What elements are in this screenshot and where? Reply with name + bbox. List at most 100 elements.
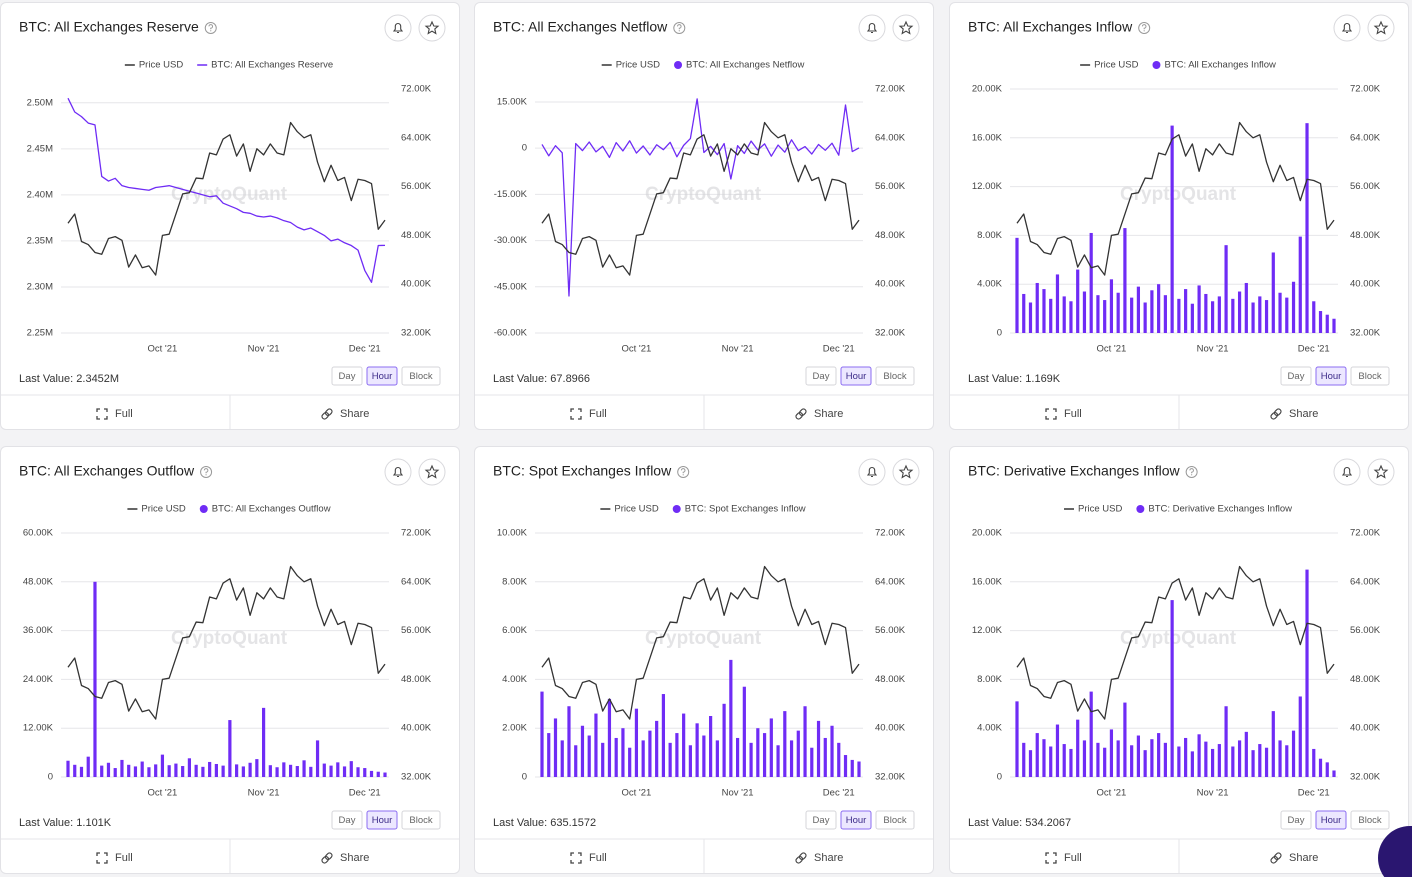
range-button[interactable] bbox=[331, 366, 363, 386]
range-button-label: Hour bbox=[1321, 815, 1342, 826]
range-button[interactable] bbox=[840, 810, 872, 830]
star-button[interactable] bbox=[418, 14, 446, 42]
x-tick-label: Nov '21 bbox=[1197, 788, 1229, 799]
range-button[interactable] bbox=[401, 810, 441, 830]
help-glyph bbox=[208, 24, 214, 30]
bar bbox=[722, 703, 726, 777]
share-label: Share bbox=[340, 408, 369, 420]
range-button[interactable] bbox=[805, 810, 837, 830]
bar bbox=[1312, 301, 1316, 333]
full-button[interactable] bbox=[570, 852, 582, 864]
bar bbox=[1157, 733, 1161, 777]
bar bbox=[756, 728, 760, 777]
share-icon bbox=[1273, 408, 1282, 417]
full-label: Full bbox=[1064, 408, 1082, 420]
range-button[interactable] bbox=[331, 810, 363, 830]
bar bbox=[1204, 293, 1208, 333]
star-button[interactable] bbox=[1367, 14, 1395, 42]
range-button[interactable] bbox=[1315, 366, 1347, 386]
share-button[interactable] bbox=[795, 852, 807, 864]
range-button[interactable] bbox=[840, 366, 872, 386]
bar bbox=[66, 760, 70, 777]
bar bbox=[93, 581, 97, 777]
y-tick-label: 12.00K bbox=[972, 181, 1003, 192]
range-button[interactable] bbox=[875, 810, 915, 830]
bar bbox=[1143, 750, 1147, 777]
series-line bbox=[67, 121, 386, 276]
help-dot bbox=[1191, 474, 1193, 476]
bar bbox=[1244, 731, 1248, 777]
share-icon bbox=[324, 408, 333, 417]
y-tick-label: 24.00K bbox=[23, 674, 54, 685]
bar bbox=[363, 768, 367, 777]
full-button[interactable] bbox=[96, 852, 108, 864]
share-button[interactable] bbox=[321, 408, 333, 420]
bar bbox=[1312, 748, 1316, 777]
bar bbox=[383, 772, 387, 777]
bell-button[interactable] bbox=[1333, 14, 1361, 42]
range-button[interactable] bbox=[401, 366, 441, 386]
bar bbox=[201, 766, 205, 777]
range-button-label: Day bbox=[339, 815, 356, 826]
bar bbox=[702, 735, 706, 777]
legend-label: BTC: All Exchanges Netflow bbox=[686, 60, 804, 71]
series-line bbox=[1016, 121, 1335, 276]
bar bbox=[601, 742, 605, 777]
full-button[interactable] bbox=[570, 408, 582, 420]
bar bbox=[315, 740, 320, 777]
bell-button[interactable] bbox=[858, 458, 886, 486]
share-icon bbox=[321, 855, 330, 864]
share-button[interactable] bbox=[321, 852, 333, 864]
bell-circle bbox=[1333, 458, 1361, 486]
y-tick-label: 8.00K bbox=[502, 576, 527, 587]
bar bbox=[356, 767, 360, 777]
share-button[interactable] bbox=[1270, 852, 1282, 864]
x-tick-label: Dec '21 bbox=[1298, 344, 1330, 355]
y2-tick-label: 64.00K bbox=[875, 132, 906, 143]
range-button-label: Block bbox=[409, 815, 432, 826]
help-circle bbox=[673, 22, 686, 34]
bar bbox=[567, 706, 571, 777]
bar bbox=[789, 740, 794, 777]
range-button[interactable] bbox=[1350, 810, 1390, 830]
bar bbox=[1015, 701, 1019, 777]
bar bbox=[1332, 770, 1336, 777]
share-button[interactable] bbox=[1270, 408, 1282, 420]
star-button[interactable] bbox=[892, 458, 920, 486]
full-button[interactable] bbox=[96, 408, 108, 420]
bell-button[interactable] bbox=[1333, 458, 1361, 486]
range-button[interactable] bbox=[1315, 810, 1347, 830]
full-button[interactable] bbox=[1045, 408, 1057, 420]
star-button[interactable] bbox=[1367, 458, 1395, 486]
bar bbox=[1210, 748, 1215, 777]
bar bbox=[1197, 734, 1201, 777]
star-button[interactable] bbox=[892, 14, 920, 42]
y2-tick-label: 64.00K bbox=[401, 132, 432, 143]
range-button[interactable] bbox=[1280, 810, 1312, 830]
range-button[interactable] bbox=[366, 366, 398, 386]
range-button[interactable] bbox=[1350, 366, 1390, 386]
range-button[interactable] bbox=[805, 366, 837, 386]
y-tick-label: 16.00K bbox=[972, 576, 1003, 587]
star-button[interactable] bbox=[418, 458, 446, 486]
bell-button[interactable] bbox=[384, 458, 412, 486]
share-icon bbox=[795, 411, 804, 420]
y-tick-label: 0 bbox=[522, 143, 527, 154]
share-button[interactable] bbox=[795, 408, 807, 420]
bar bbox=[1298, 696, 1302, 777]
chart-title: BTC: Derivative Exchanges Inflow bbox=[968, 463, 1181, 479]
full-button[interactable] bbox=[1045, 852, 1057, 864]
range-button-label: Day bbox=[1288, 815, 1305, 826]
range-button[interactable] bbox=[875, 366, 915, 386]
bell-button[interactable] bbox=[858, 14, 886, 42]
share-icon bbox=[798, 408, 807, 417]
help-dot bbox=[682, 474, 684, 476]
range-button[interactable] bbox=[1280, 366, 1312, 386]
legend-swatch bbox=[1136, 505, 1145, 513]
bell-circle bbox=[384, 458, 412, 486]
bell-button[interactable] bbox=[384, 14, 412, 42]
range-button-label: Hour bbox=[1321, 371, 1342, 382]
legend: Price USD BTC: All Exchanges Inflow bbox=[1080, 60, 1276, 71]
range-button[interactable] bbox=[366, 810, 398, 830]
y-tick-label: 20.00K bbox=[972, 528, 1003, 539]
